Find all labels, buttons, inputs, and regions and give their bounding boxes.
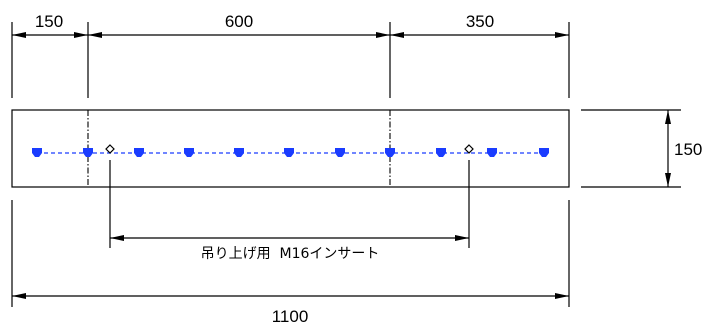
top-dimension-chain xyxy=(11,22,570,98)
marker-dot xyxy=(134,148,144,157)
marker-dot xyxy=(436,148,446,157)
lifting-points xyxy=(105,144,474,154)
marker-dot xyxy=(184,148,194,157)
marker-dot xyxy=(539,148,549,157)
arrow xyxy=(665,110,671,124)
marker-group xyxy=(32,148,549,157)
panel-outline xyxy=(11,109,570,188)
lifting-point-left xyxy=(105,144,115,154)
arrow xyxy=(390,32,404,38)
bottom-dimension xyxy=(11,200,570,307)
dim-label-600: 600 xyxy=(225,12,253,31)
arrow xyxy=(74,32,88,38)
dim-label-1100: 1100 xyxy=(272,307,309,326)
bottom-dimension-arrows xyxy=(12,293,569,299)
insert-note: 吊り上げ用 M16インサート xyxy=(201,246,380,262)
arrow xyxy=(376,32,390,38)
arrow xyxy=(12,293,26,299)
dim-label-height: 150 xyxy=(674,140,702,159)
arrow xyxy=(665,173,671,187)
arrow xyxy=(110,235,124,241)
marker-dot xyxy=(234,148,244,157)
marker-dot xyxy=(385,148,395,157)
marker-dot xyxy=(284,148,294,157)
insert-dimension xyxy=(109,160,470,248)
marker-dot xyxy=(335,148,345,157)
arrow xyxy=(555,293,569,299)
arrow xyxy=(455,235,469,241)
lifting-point-right xyxy=(464,144,474,154)
dim-label-150: 150 xyxy=(35,12,63,31)
arrow xyxy=(555,32,569,38)
arrow xyxy=(12,32,26,38)
marker-dot xyxy=(487,148,497,157)
dim-label-350: 350 xyxy=(466,12,494,31)
height-dimension-arrows xyxy=(665,110,671,187)
insert-dimension-arrows xyxy=(110,235,469,241)
marker-dot xyxy=(83,148,93,157)
top-dimension-arrows xyxy=(12,32,569,38)
arrow xyxy=(88,32,102,38)
marker-dot xyxy=(32,148,42,157)
